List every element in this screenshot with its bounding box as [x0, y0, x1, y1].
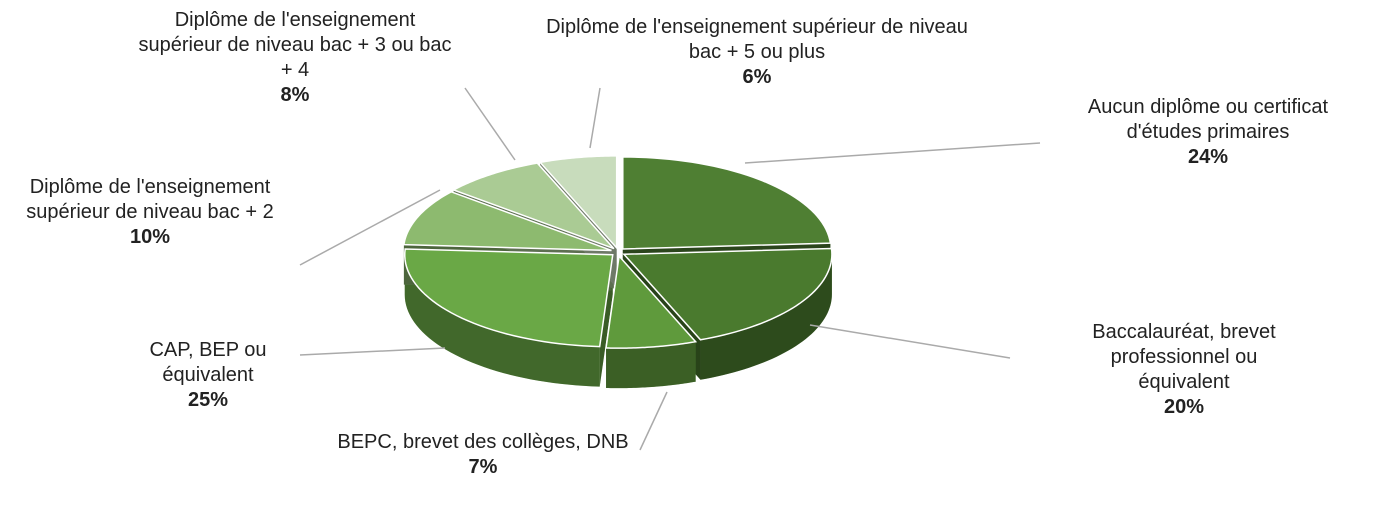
- slice-side: [700, 254, 832, 380]
- value-label: 8%: [280, 84, 310, 106]
- slice-side: [606, 341, 696, 389]
- slice: [451, 162, 615, 250]
- slice-side: [404, 254, 600, 387]
- slice: [403, 190, 612, 252]
- slice-label: Aucun diplôme ou certificat d'études pri…: [1048, 95, 1368, 170]
- slice: [622, 247, 833, 341]
- category-label: Diplôme de l'enseignement supérieur de n…: [546, 16, 968, 63]
- category-label: BEPC, brevet des collèges, DNB: [337, 431, 629, 453]
- value-label: 20%: [1163, 396, 1205, 418]
- slice-label: CAP, BEP ou équivalent 25%: [118, 338, 298, 413]
- value-label: 7%: [468, 456, 498, 478]
- slice-label: BEPC, brevet des collèges, DNB 7%: [313, 430, 653, 480]
- leader-line: [464, 87, 516, 161]
- leader-line: [809, 324, 1011, 359]
- value-label: 24%: [1187, 146, 1229, 168]
- value-label: 10%: [129, 226, 171, 248]
- leader-line: [589, 87, 601, 149]
- slice-label: Diplôme de l'enseignement supérieur de n…: [537, 15, 977, 90]
- leader-line: [299, 347, 446, 356]
- slice: [404, 248, 614, 348]
- slice-side-shade: [404, 254, 600, 387]
- value-label: 6%: [742, 66, 772, 88]
- slice-side-shade: [606, 341, 696, 389]
- leader-line: [639, 391, 668, 451]
- category-label: CAP, BEP ou équivalent: [149, 339, 267, 386]
- slice: [538, 155, 618, 250]
- leader-line: [299, 189, 441, 266]
- slice-side-shade: [700, 254, 832, 380]
- category-label: Diplôme de l'enseignement supérieur de n…: [26, 176, 274, 223]
- category-label: Baccalauréat, brevet professionnel ou éq…: [1092, 321, 1276, 393]
- slice: [605, 254, 698, 349]
- slice-label: Diplôme de l'enseignement supérieur de n…: [25, 175, 275, 250]
- slice-label: Diplôme de l'enseignement supérieur de n…: [135, 8, 455, 108]
- leader-line: [744, 142, 1041, 164]
- value-label: 25%: [187, 389, 229, 411]
- slice-label: Baccalauréat, brevet professionnel ou éq…: [1069, 320, 1299, 420]
- category-label: Diplôme de l'enseignement supérieur de n…: [138, 9, 452, 81]
- slice: [622, 156, 832, 250]
- category-label: Aucun diplôme ou certificat d'études pri…: [1087, 96, 1329, 143]
